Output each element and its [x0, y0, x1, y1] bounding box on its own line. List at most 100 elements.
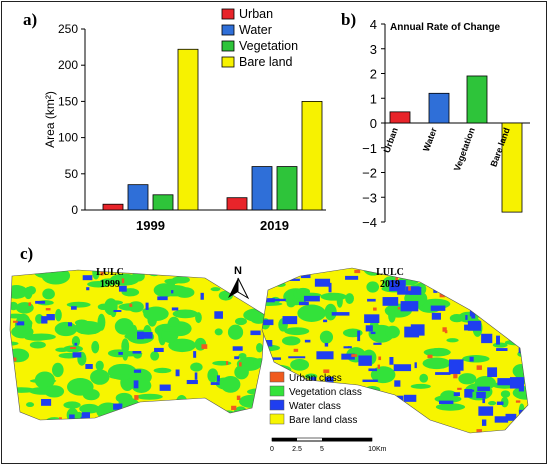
vegetation-patch [63, 401, 81, 409]
vegetation-patch [446, 338, 459, 343]
water-patch [368, 368, 378, 372]
vegetation-patch [461, 268, 487, 274]
water-patch [389, 357, 394, 365]
vegetation-patch [10, 341, 19, 346]
vegetation-patch [150, 351, 160, 361]
vegetation-patch [255, 403, 265, 410]
water-patch [421, 425, 426, 433]
water-patch [46, 314, 55, 321]
vegetation-patch [270, 270, 286, 282]
legend-label: Water [239, 23, 272, 37]
urban-patch [129, 411, 135, 415]
water-patch [469, 356, 474, 362]
vegetation-patch [410, 383, 431, 389]
vegetation-patch [319, 330, 334, 344]
vegetation-patch [234, 364, 249, 380]
bar-bare-land [501, 122, 523, 213]
vegetation-patch [512, 320, 528, 337]
water-patch [367, 298, 376, 302]
urban-patch [323, 369, 330, 374]
water-patch [186, 379, 198, 385]
vegetation-patch [92, 270, 100, 280]
y-tick-label: −3 [362, 190, 377, 205]
north-arrow-icon [228, 278, 238, 298]
vegetation-patch [366, 281, 380, 293]
water-patch [288, 356, 306, 359]
vegetation-patch [10, 415, 22, 420]
water-patch [74, 342, 78, 346]
water-patch [72, 352, 82, 358]
vegetation-patch [214, 328, 223, 336]
water-patch [438, 400, 454, 405]
panel-label-a: a) [23, 10, 38, 29]
vegetation-patch [297, 304, 326, 322]
urban-patch [226, 361, 229, 365]
vegetation-patch [74, 321, 103, 335]
vegetation-patch [345, 293, 354, 304]
water-patch [216, 375, 220, 382]
urban-patch [121, 278, 125, 284]
vegetation-patch [262, 268, 272, 279]
vegetation-patch [52, 362, 64, 378]
vegetation-patch [500, 390, 511, 398]
vegetation-patch [143, 409, 152, 419]
y-tick-label: 0 [71, 203, 78, 217]
bar-urban-1999 [102, 203, 124, 211]
water-patch [431, 312, 441, 320]
water-patch [389, 280, 406, 292]
bar-urban [389, 111, 411, 124]
water-patch [478, 406, 494, 416]
legend-swatch [269, 371, 285, 383]
vegetation-patch [143, 306, 169, 322]
y-tick-label: −4 [362, 215, 377, 230]
vegetation-patch [10, 313, 26, 319]
vegetation-patch [190, 362, 203, 372]
vegetation-patch [79, 403, 100, 414]
water-patch [175, 369, 180, 377]
water-patch [157, 296, 168, 301]
vegetation-patch [175, 394, 188, 411]
water-patch [453, 392, 460, 397]
water-patch [113, 309, 122, 313]
legend-label: Water class [289, 401, 341, 412]
water-patch [324, 343, 329, 347]
water-patch [435, 281, 445, 285]
bar-vegetation-1999 [152, 194, 174, 211]
vegetation-patch [467, 304, 496, 311]
y-tick-label: −1 [362, 141, 377, 156]
water-patch [496, 401, 504, 405]
vegetation-patch [513, 332, 528, 345]
vegetation-patch [122, 345, 129, 361]
vegetation-patch [136, 393, 163, 400]
vegetation-patch [118, 303, 144, 311]
water-patch [497, 378, 512, 386]
vegetation-patch [458, 373, 477, 385]
urban-patch [373, 307, 377, 311]
water-patch [496, 335, 500, 345]
urban-patch [377, 431, 384, 433]
legend-label: Vegetation [239, 39, 298, 53]
x-tick-label: 2019 [260, 218, 289, 233]
vegetation-patch [24, 286, 33, 300]
vegetation-patch [29, 341, 46, 349]
water-patch [113, 403, 123, 410]
water-patch [362, 379, 378, 383]
water-patch [210, 382, 220, 385]
urban-patch [271, 273, 277, 279]
water-patch [449, 359, 464, 371]
water-patch [362, 403, 366, 408]
vegetation-patch [449, 271, 457, 289]
legend-swatch [269, 399, 285, 411]
urban-patch [377, 364, 380, 369]
vegetation-patch [10, 387, 37, 393]
water-patch [35, 300, 46, 304]
water-patch [484, 294, 502, 306]
water-patch [396, 428, 401, 433]
vegetation-patch [82, 389, 100, 401]
vegetation-patch [444, 277, 470, 292]
urban-patch [476, 429, 482, 433]
water-patch [370, 331, 376, 335]
water-patch [143, 408, 156, 411]
water-patch [145, 302, 149, 310]
water-patch [118, 285, 127, 292]
